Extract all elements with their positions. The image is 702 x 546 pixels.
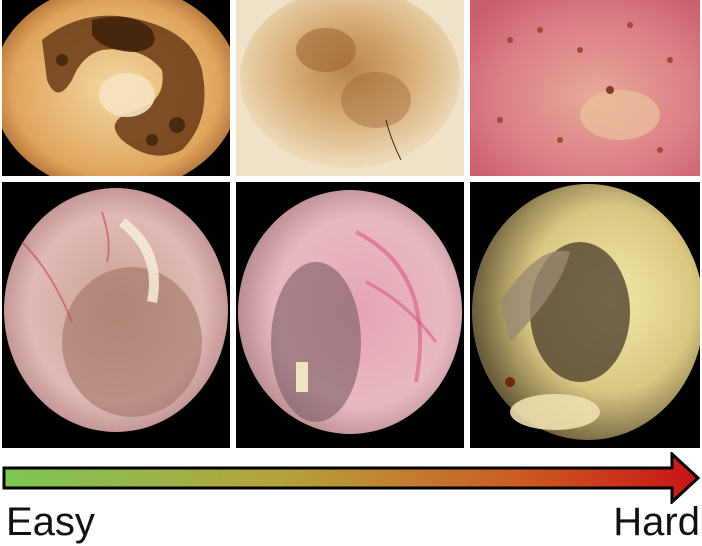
nevus-dermoscopy-image	[236, 0, 464, 176]
hard-label: Hard	[613, 500, 700, 544]
eardrum-image-2	[236, 182, 464, 448]
inflamed-skin-dermoscopy-image	[470, 0, 700, 176]
difficulty-gradient-arrow	[2, 452, 701, 504]
melanoma-dermoscopy-image	[2, 0, 230, 176]
eardrum-image-3	[470, 182, 700, 448]
eardrum-image-1	[2, 182, 230, 448]
easy-label: Easy	[6, 500, 95, 544]
